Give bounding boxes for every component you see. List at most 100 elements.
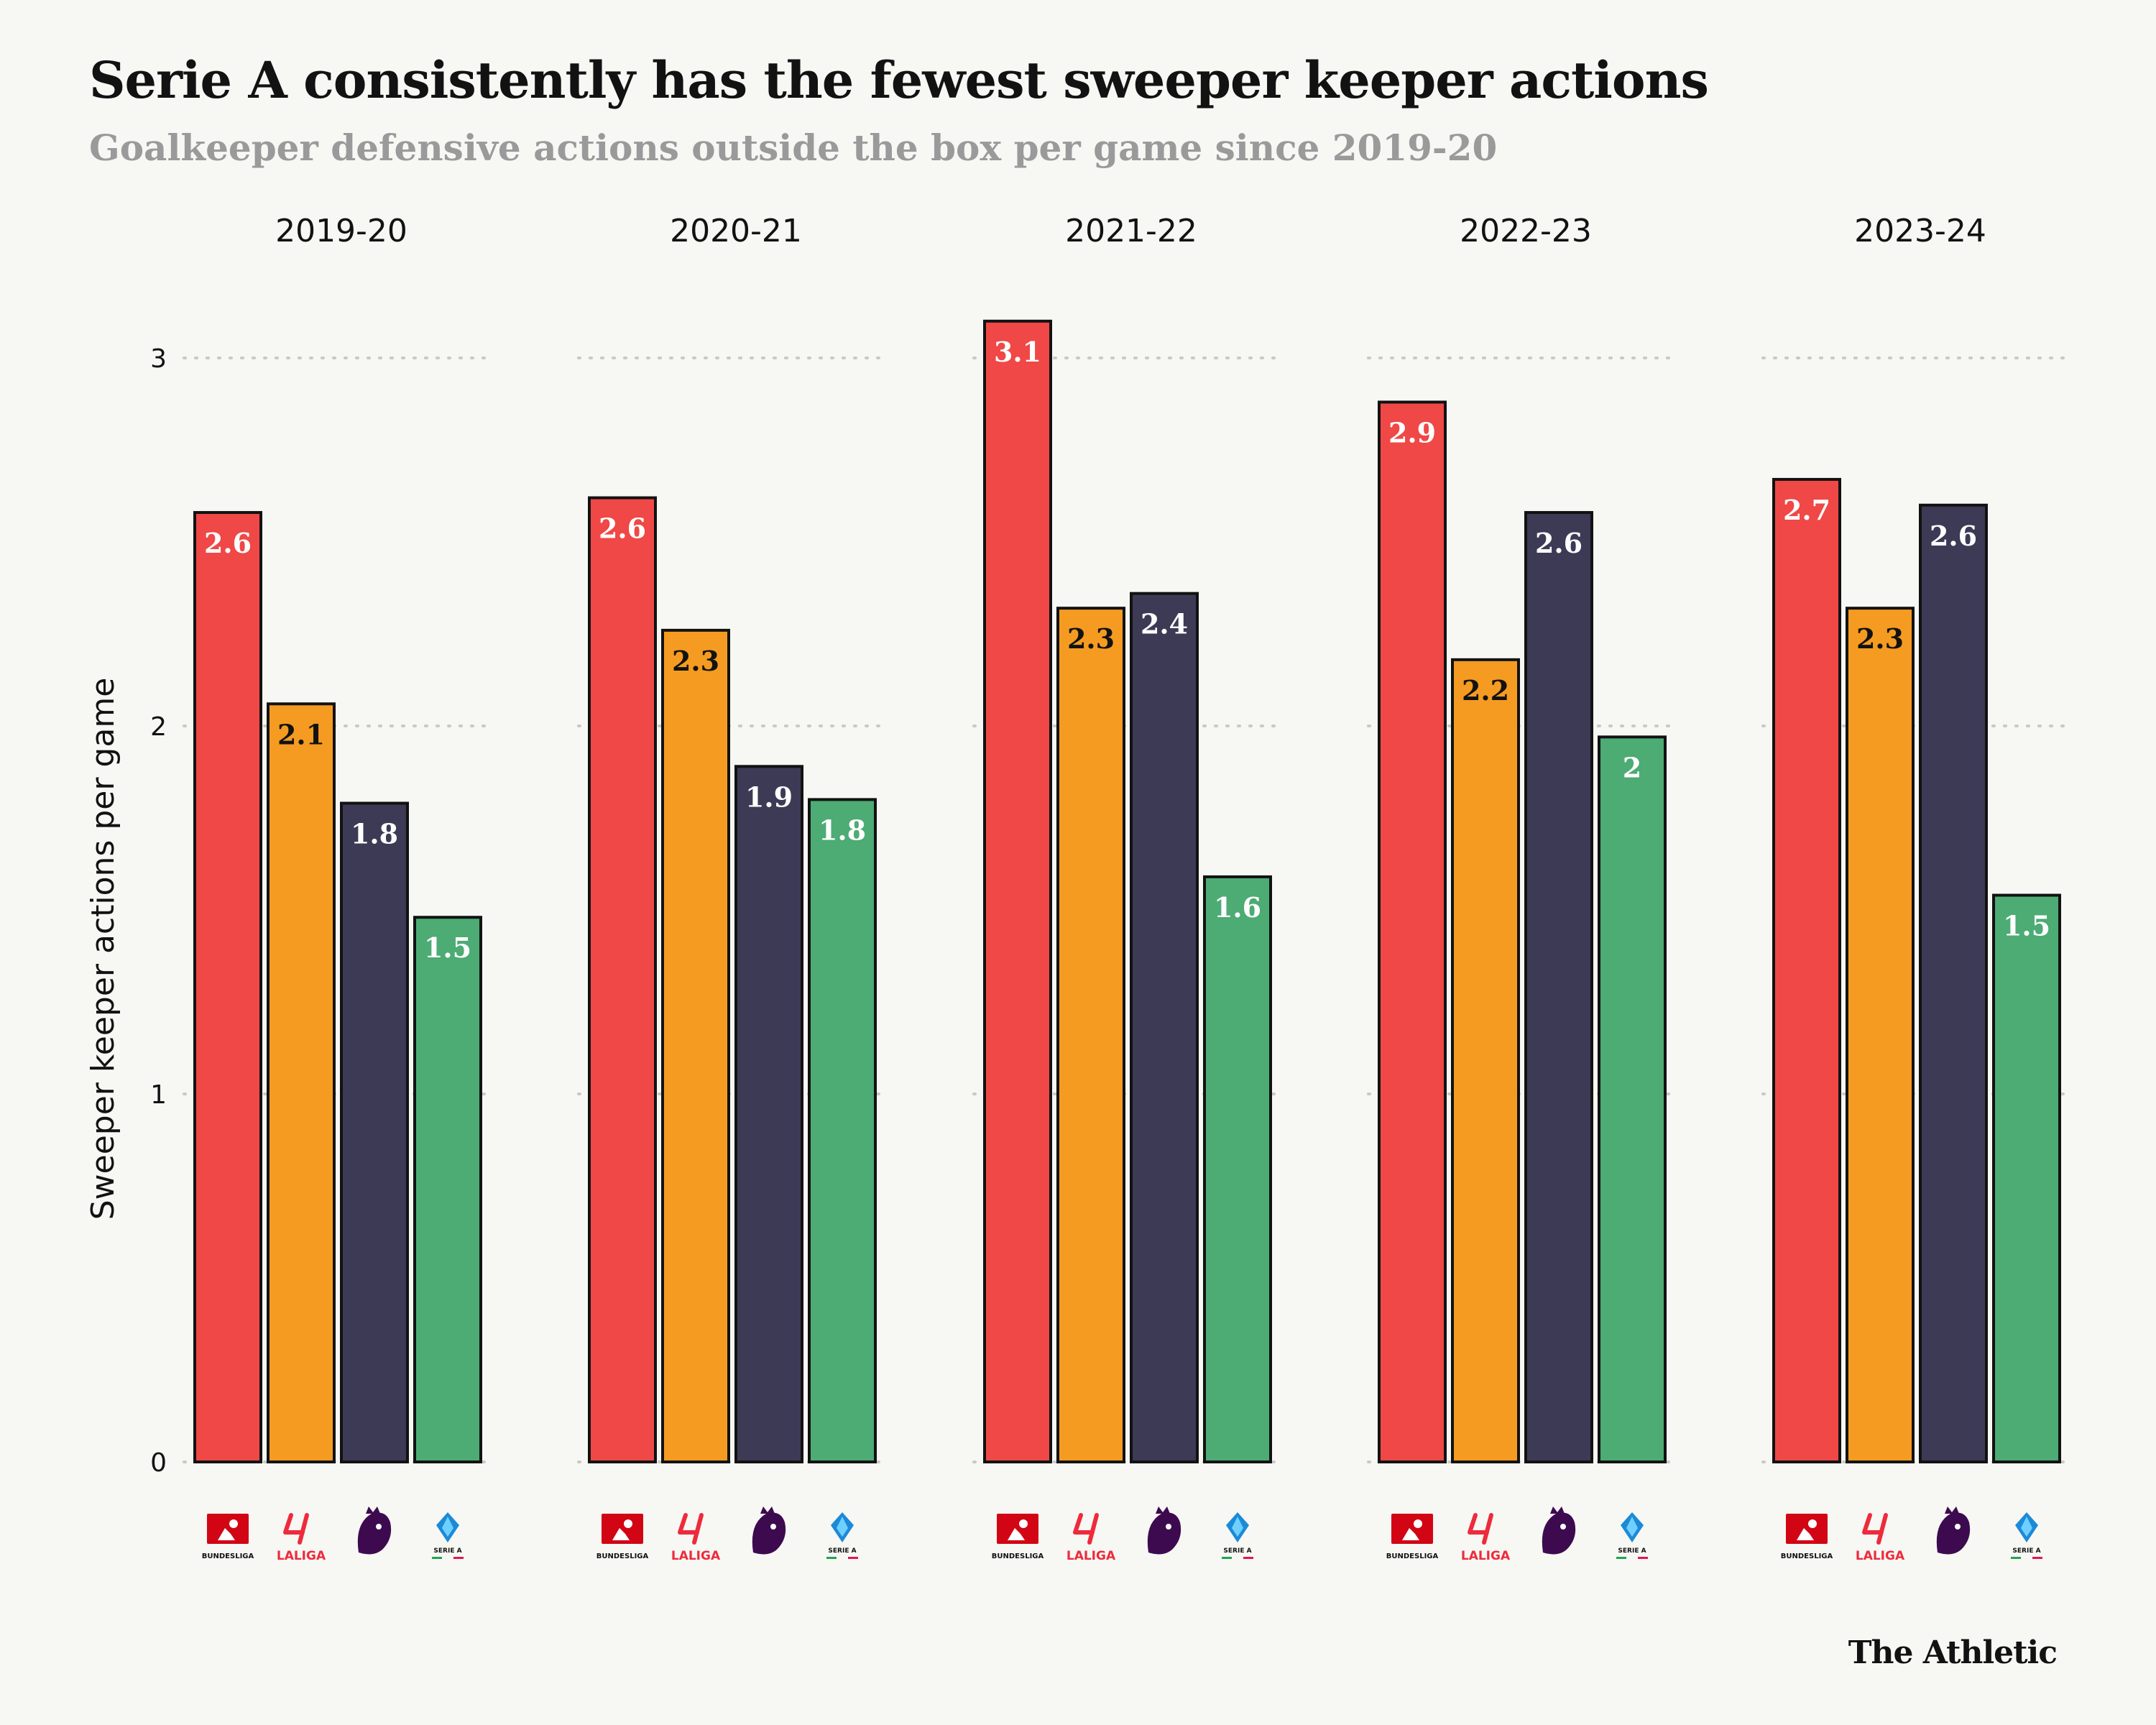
bar <box>1451 658 1520 1464</box>
laliga-mark <box>283 1513 309 1545</box>
y-tick-label: 1 <box>150 1080 167 1110</box>
bundesliga-logo-text: BUNDESLIGA <box>596 1552 649 1560</box>
serie-a-logo: SERIE A <box>826 1512 858 1559</box>
laliga-logo: LALIGA <box>1067 1513 1116 1563</box>
laliga-logo: LALIGA <box>277 1513 326 1563</box>
panel-label: 2020-21 <box>670 213 802 249</box>
premier-league-eye <box>1560 1524 1566 1530</box>
serie-a-stripe <box>848 1557 858 1559</box>
laliga-mark <box>1862 1513 1888 1545</box>
serie-a-stripe <box>2032 1557 2042 1559</box>
premier-league-lion <box>1936 1512 1971 1555</box>
bar-value-label: 2.7 <box>1783 494 1830 526</box>
serie-a-logo-text: SERIE A <box>2012 1547 2040 1555</box>
bar <box>193 511 262 1463</box>
bundesliga-figure <box>1797 1528 1814 1540</box>
bar <box>588 496 657 1463</box>
serie-a-stripe <box>1243 1557 1253 1559</box>
serie-a-logo: SERIE A <box>1616 1512 1648 1559</box>
premier-league-logo <box>1147 1506 1181 1555</box>
bundesliga-figure <box>612 1528 630 1540</box>
serie-a-stripe <box>432 1557 442 1559</box>
laliga-mark <box>1073 1513 1099 1545</box>
serie-a-logo: SERIE A <box>2011 1512 2042 1559</box>
laliga-logo: LALIGA <box>1461 1513 1511 1563</box>
laliga-logo: LALIGA <box>1856 1513 1905 1563</box>
bar <box>413 916 482 1463</box>
bar-value-label: 2.3 <box>1067 622 1115 655</box>
bundesliga-badge <box>207 1514 249 1544</box>
serie-a-logo: SERIE A <box>1222 1512 1253 1559</box>
bar-value-label: 2.6 <box>204 527 252 559</box>
bundesliga-logo: BUNDESLIGA <box>1386 1514 1439 1560</box>
laliga-logo-text: LALIGA <box>277 1549 326 1563</box>
bar-value-label: 2.9 <box>1388 416 1436 448</box>
serie-a-inner <box>1626 1517 1638 1537</box>
serie-a-logo: SERIE A <box>432 1512 464 1559</box>
bar <box>661 628 730 1463</box>
chart-title: Serie A consistently has the fewest swee… <box>89 50 1709 110</box>
panel-label: 2019-20 <box>275 213 407 249</box>
bundesliga-logo: BUNDESLIGA <box>202 1514 254 1560</box>
bar <box>1524 511 1593 1463</box>
serie-a-stripe <box>1616 1557 1626 1559</box>
premier-league-crown <box>1550 1506 1565 1514</box>
premier-league-logo <box>357 1506 392 1555</box>
league-logos: BUNDESLIGA LALIGA SERIE A BUNDESLIGA LALIGA S… <box>202 1506 2042 1563</box>
bar-value-label: 1.8 <box>351 818 398 850</box>
premier-league-lion <box>357 1512 392 1555</box>
premier-league-eye <box>1166 1524 1171 1530</box>
laliga-mark <box>1468 1513 1493 1545</box>
premier-league-lion <box>752 1512 786 1555</box>
serie-a-inner <box>442 1517 453 1537</box>
bar <box>1130 592 1199 1463</box>
laliga-mark <box>678 1513 704 1545</box>
premier-league-eye <box>376 1524 382 1530</box>
premier-league-lion <box>1542 1512 1576 1555</box>
bar <box>1992 893 2061 1463</box>
panel-labels: 2019-20 2020-21 2021-22 2022-23 2023-24 <box>275 213 1986 249</box>
premier-league-lion <box>1147 1512 1181 1555</box>
bundesliga-figure <box>1402 1528 1419 1540</box>
serie-a-logo-text: SERIE A <box>828 1547 856 1555</box>
bundesliga-logo: BUNDESLIGA <box>992 1514 1044 1560</box>
bundesliga-logo-text: BUNDESLIGA <box>202 1552 254 1560</box>
serie-a-stripe <box>826 1557 837 1559</box>
serie-a-inner <box>2021 1517 2032 1537</box>
bar-value-label: 1.8 <box>819 814 866 846</box>
bar-value-label: 2.3 <box>672 645 719 677</box>
bar <box>1378 400 1447 1464</box>
bar-value-label: 3.1 <box>994 336 1041 368</box>
bundesliga-logo-text: BUNDESLIGA <box>992 1552 1044 1560</box>
bar <box>340 801 409 1463</box>
y-tick-label: 3 <box>150 344 167 374</box>
bar-value-label: 1.9 <box>745 781 793 813</box>
bar <box>1846 607 1915 1463</box>
bar <box>1772 477 1841 1464</box>
bundesliga-logo-text: BUNDESLIGA <box>1386 1552 1439 1560</box>
premier-league-crown <box>760 1506 775 1514</box>
bar-value-label: 1.5 <box>424 932 471 964</box>
bar-value-label: 2.4 <box>1141 608 1188 640</box>
bundesliga-badge <box>602 1514 643 1544</box>
bar <box>1203 875 1272 1464</box>
y-axis-ticks: 0 1 2 3 <box>150 344 167 1478</box>
bundesliga-ball <box>1808 1519 1817 1528</box>
chart-subtitle: Goalkeeper defensive actions outside the… <box>89 126 1498 169</box>
premier-league-logo <box>752 1506 786 1555</box>
serie-a-logo-text: SERIE A <box>433 1547 461 1555</box>
serie-a-stripe <box>1638 1557 1648 1559</box>
laliga-logo-text: LALIGA <box>671 1549 721 1563</box>
bar-value-labels: 2.6 2.1 1.8 1.5 2.6 2.3 1.9 1.8 3.1 2.3 2.4 1.6 2.9 2… <box>204 336 2050 964</box>
bar-value-label: 1.6 <box>1214 891 1261 924</box>
brand-logo-text: The Athletic <box>1848 1634 2058 1671</box>
bundesliga-figure <box>218 1528 235 1540</box>
bar <box>808 798 877 1463</box>
premier-league-eye <box>770 1524 776 1530</box>
bundesliga-badge <box>1786 1514 1828 1544</box>
bar-value-label: 2.6 <box>1930 520 1977 552</box>
y-tick-label: 0 <box>150 1448 167 1478</box>
bundesliga-logo: BUNDESLIGA <box>1781 1514 1833 1560</box>
bundesliga-ball <box>624 1519 632 1528</box>
